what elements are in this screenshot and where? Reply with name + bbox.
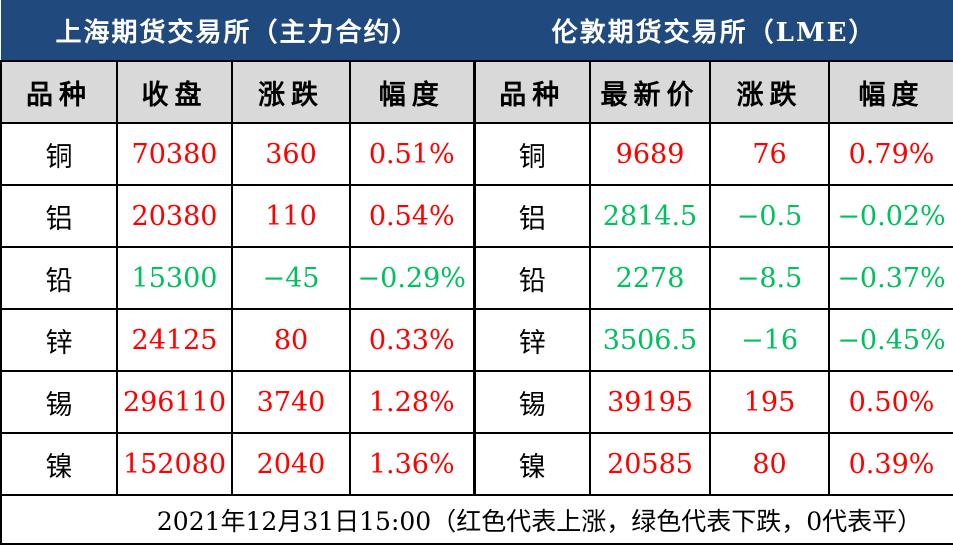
commodity-cell: 镍 bbox=[0, 432, 118, 496]
change-cell: −16 bbox=[709, 308, 831, 372]
latest-price-cell: 2278 bbox=[589, 246, 712, 310]
close-price-cell: 296110 bbox=[116, 370, 233, 434]
table-row: 锌 24125 80 0.33% 锌 3506.5 −16 −0.45% bbox=[0, 308, 953, 372]
change-cell: 195 bbox=[709, 370, 831, 434]
timestamp-legend-note: 2021年12月31日15:00（红色代表上涨，绿色代表下跌，0代表平） bbox=[0, 494, 953, 545]
change-pct-cell: 0.50% bbox=[828, 370, 953, 434]
latest-price-cell: 20585 bbox=[589, 432, 712, 496]
change-cell: −8.5 bbox=[709, 246, 831, 310]
commodity-cell: 镍 bbox=[473, 432, 592, 496]
lme-exchange-title: 伦敦期货交易所（LME） bbox=[474, 0, 953, 61]
change-pct-cell: 0.33% bbox=[348, 308, 476, 372]
table-row: 锡 296110 3740 1.28% 锡 39195 195 0.50% bbox=[0, 370, 953, 434]
commodity-cell: 铝 bbox=[0, 184, 118, 248]
latest-price-cell: 9689 bbox=[589, 122, 712, 186]
table-row: 铅 15300 −45 −0.29% 铅 2278 −8.5 −0.37% bbox=[0, 246, 953, 310]
lme-header-latest: 最新价 bbox=[589, 60, 712, 124]
change-pct-cell: 1.36% bbox=[348, 432, 476, 496]
sh-exchange-title: 上海期货交易所（主力合约） bbox=[1, 0, 475, 61]
change-cell: −0.5 bbox=[709, 184, 831, 248]
change-cell: 80 bbox=[231, 308, 351, 372]
change-cell: 360 bbox=[231, 122, 351, 186]
sh-header-change: 涨跌 bbox=[231, 60, 351, 124]
change-pct-cell: −0.45% bbox=[828, 308, 953, 372]
lme-header-pct: 幅度 bbox=[828, 60, 953, 124]
lme-header-change: 涨跌 bbox=[709, 60, 831, 124]
change-cell: 3740 bbox=[231, 370, 351, 434]
change-cell: 76 bbox=[709, 122, 831, 186]
commodity-cell: 锌 bbox=[0, 308, 118, 372]
close-price-cell: 15300 bbox=[116, 246, 233, 310]
commodity-cell: 铅 bbox=[473, 246, 592, 310]
latest-price-cell: 39195 bbox=[589, 370, 712, 434]
close-price-cell: 24125 bbox=[116, 308, 233, 372]
close-price-cell: 70380 bbox=[116, 122, 233, 186]
lme-header-commodity: 品种 bbox=[473, 60, 592, 124]
sh-header-pct: 幅度 bbox=[348, 60, 476, 124]
change-pct-cell: 0.79% bbox=[828, 122, 953, 186]
commodity-cell: 锡 bbox=[0, 370, 118, 434]
commodity-cell: 锡 bbox=[473, 370, 592, 434]
latest-price-cell: 2814.5 bbox=[589, 184, 712, 248]
column-header-row: 品种 收盘 涨跌 幅度 品种 最新价 涨跌 幅度 bbox=[0, 60, 953, 124]
table-row: 铜 70380 360 0.51% 铜 9689 76 0.79% bbox=[0, 122, 953, 186]
close-price-cell: 20380 bbox=[116, 184, 233, 248]
commodity-cell: 铅 bbox=[0, 246, 118, 310]
change-pct-cell: 0.54% bbox=[348, 184, 476, 248]
latest-price-cell: 3506.5 bbox=[589, 308, 712, 372]
footer-row: 2021年12月31日15:00（红色代表上涨，绿色代表下跌，0代表平） bbox=[0, 494, 953, 545]
change-cell: 80 bbox=[709, 432, 831, 496]
change-pct-cell: −0.29% bbox=[348, 246, 476, 310]
change-cell: −45 bbox=[231, 246, 351, 310]
change-pct-cell: −0.37% bbox=[828, 246, 953, 310]
commodity-cell: 锌 bbox=[473, 308, 592, 372]
close-price-cell: 152080 bbox=[116, 432, 233, 496]
change-pct-cell: 0.51% bbox=[348, 122, 476, 186]
commodity-cell: 铜 bbox=[0, 122, 118, 186]
change-pct-cell: −0.02% bbox=[828, 184, 953, 248]
sh-header-close: 收盘 bbox=[116, 60, 233, 124]
table-row: 镍 152080 2040 1.36% 镍 20585 80 0.39% bbox=[0, 432, 953, 496]
change-cell: 110 bbox=[231, 184, 351, 248]
change-cell: 2040 bbox=[231, 432, 351, 496]
change-pct-cell: 0.39% bbox=[828, 432, 953, 496]
table-row: 铝 20380 110 0.54% 铝 2814.5 −0.5 −0.02% bbox=[0, 184, 953, 248]
commodity-cell: 铝 bbox=[473, 184, 592, 248]
change-pct-cell: 1.28% bbox=[348, 370, 476, 434]
title-band: 上海期货交易所（主力合约） 伦敦期货交易所（LME） bbox=[1, 0, 953, 61]
commodity-cell: 铜 bbox=[473, 122, 592, 186]
sh-header-commodity: 品种 bbox=[0, 60, 118, 124]
